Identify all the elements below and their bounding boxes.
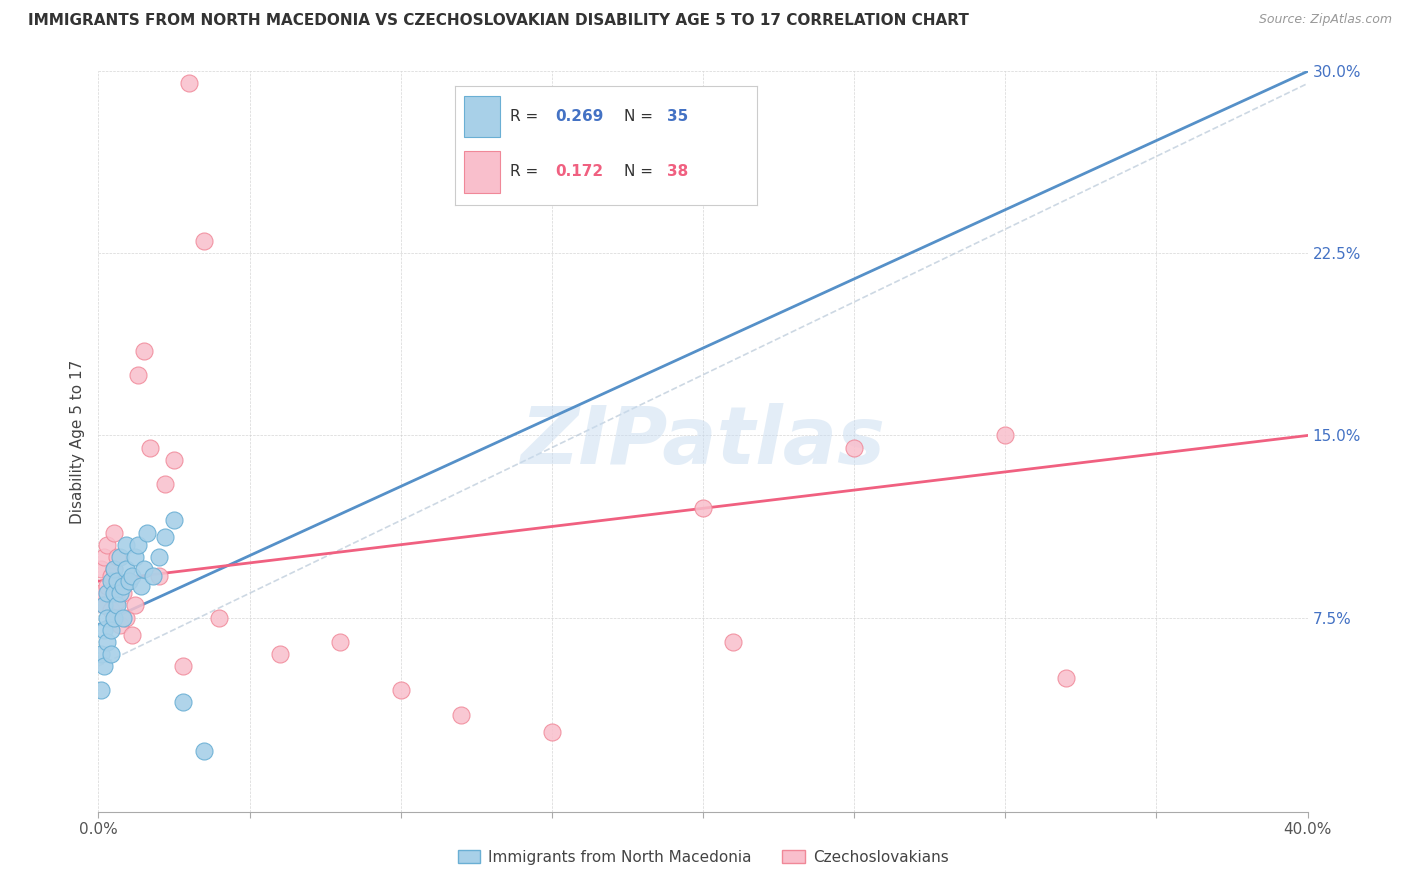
Point (148, 549, 170, 564)
Point (153, 477, 176, 491)
Point (90, 683, 112, 698)
Point (723, 635, 745, 649)
Point (139, 441, 162, 455)
Point (105, 599, 128, 613)
Text: IMMIGRANTS FROM NORTH MACEDONIA VS CZECHOSLOVAKIAN DISABILITY AGE 5 TO 17 CORREL: IMMIGRANTS FROM NORTH MACEDONIA VS CZECH… (28, 13, 969, 29)
Point (93, 549, 115, 564)
Point (96, 538, 118, 552)
Point (114, 610, 136, 624)
Point (93, 599, 115, 613)
Point (96, 579, 118, 593)
Point (111, 610, 134, 624)
Point (111, 579, 134, 593)
Point (105, 574, 128, 588)
Point (208, 610, 231, 624)
Point (108, 549, 131, 564)
Point (103, 610, 125, 624)
Point (105, 593, 128, 607)
Point (124, 599, 146, 613)
Point (103, 562, 125, 576)
Point (692, 501, 714, 516)
Point (163, 513, 186, 527)
Point (93, 623, 115, 637)
Point (148, 569, 170, 583)
Point (193, 234, 215, 248)
Text: Source: ZipAtlas.com: Source: ZipAtlas.com (1258, 13, 1392, 27)
Point (844, 441, 866, 455)
Point (105, 549, 128, 564)
Point (142, 569, 165, 583)
Point (127, 538, 149, 552)
Point (124, 549, 146, 564)
Point (118, 574, 141, 588)
Point (90, 562, 112, 576)
Point (100, 603, 122, 617)
Point (100, 569, 122, 583)
Point (269, 647, 291, 661)
Point (93, 599, 115, 613)
Point (129, 579, 152, 593)
Point (103, 586, 125, 600)
Point (90, 647, 112, 661)
Point (994, 428, 1017, 442)
Point (193, 744, 215, 758)
Point (179, 77, 201, 91)
Point (90, 586, 112, 600)
Point (108, 586, 131, 600)
Point (389, 683, 412, 698)
Point (111, 586, 134, 600)
Point (100, 574, 122, 588)
Point (96, 635, 118, 649)
Point (172, 696, 194, 710)
Point (93, 659, 115, 673)
Point (132, 343, 155, 358)
Point (540, 724, 562, 739)
Point (96, 610, 118, 624)
Point (103, 525, 125, 540)
Point (100, 623, 122, 637)
Point (114, 562, 136, 576)
Point (163, 452, 186, 467)
Text: ZIPatlas: ZIPatlas (520, 402, 886, 481)
Point (100, 647, 122, 661)
Point (118, 574, 141, 588)
Point (172, 659, 194, 673)
Point (329, 635, 352, 649)
Point (108, 617, 131, 632)
Y-axis label: Disability Age 5 to 17: Disability Age 5 to 17 (69, 359, 84, 524)
Point (121, 569, 143, 583)
Point (127, 368, 149, 382)
Point (103, 562, 125, 576)
Point (121, 627, 143, 641)
Legend: Immigrants from North Macedonia, Czechoslovakians: Immigrants from North Macedonia, Czechos… (451, 844, 955, 871)
Point (114, 538, 136, 552)
Point (450, 707, 472, 722)
Point (96, 586, 118, 600)
Point (132, 562, 155, 576)
Point (135, 525, 157, 540)
Point (1054, 671, 1077, 685)
Point (153, 530, 176, 544)
